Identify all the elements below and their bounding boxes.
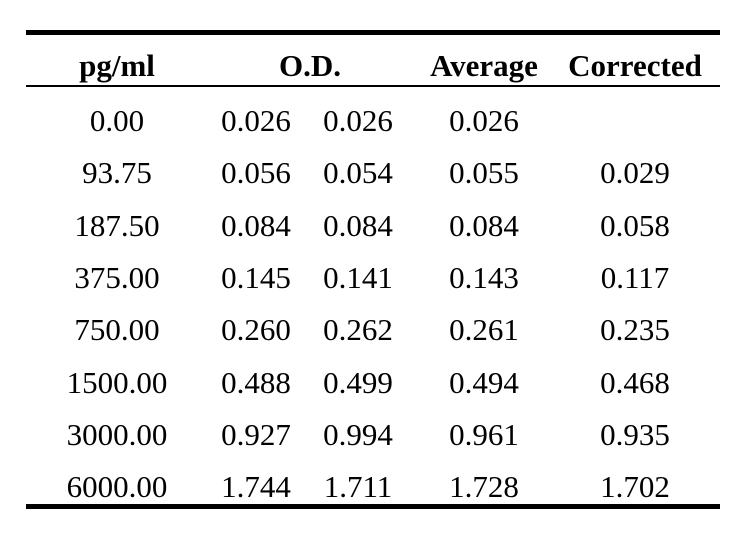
cell-od-1: 0.026 [221,103,291,138]
cell-concentration: 1500.00 [66,364,168,400]
cell-corrected: 0.468 [600,364,670,400]
cell-od-1: 0.488 [221,364,291,400]
cell-average: 0.261 [449,312,519,348]
cell-od-1: 0.927 [221,416,291,452]
cell-od-1: 0.260 [221,312,291,348]
cell-concentration: 187.50 [74,207,160,243]
header-concentration: pg/ml [79,48,155,83]
cell-od-1: 1.744 [221,469,291,505]
cell-corrected: 1.702 [600,469,670,505]
cell-concentration: 3000.00 [66,416,168,452]
cell-concentration: 750.00 [74,312,160,348]
cell-od-1: 0.145 [221,259,291,295]
cell-od-2: 0.994 [323,416,393,452]
cell-average: 0.026 [449,103,519,138]
cell-corrected: 0.117 [600,259,670,295]
cell-od-2: 0.054 [323,155,393,191]
header-od: O.D. [279,48,341,83]
table-bottom-rule [26,504,720,509]
header-average: Average [430,48,538,83]
cell-od-2: 0.084 [323,207,393,243]
cell-corrected: 0.235 [600,312,670,348]
cell-average: 0.055 [449,155,519,191]
cell-corrected: 0.935 [600,416,670,452]
cell-concentration: 93.75 [82,155,152,191]
cell-average: 0.494 [449,364,519,400]
header-corrected: Corrected [568,48,702,83]
cell-od-2: 0.262 [323,312,393,348]
header-rule [26,85,720,87]
cell-concentration: 0.00 [89,103,145,138]
cell-od-2: 0.499 [323,364,393,400]
cell-concentration: 6000.00 [66,469,168,505]
cell-od-1: 0.084 [221,207,291,243]
cell-od-1: 0.056 [221,155,291,191]
cell-average: 1.728 [449,469,519,505]
cell-corrected: 0.029 [600,155,670,191]
cell-concentration: 375.00 [74,259,160,295]
table-top-rule [26,30,720,35]
cell-od-2: 0.026 [323,103,393,138]
cell-od-2: 0.141 [323,259,393,295]
cell-corrected: 0.058 [600,207,670,243]
cell-average: 0.143 [449,259,519,295]
cell-average: 0.961 [449,416,519,452]
cell-average: 0.084 [449,207,519,243]
cell-od-2: 1.711 [323,469,393,505]
